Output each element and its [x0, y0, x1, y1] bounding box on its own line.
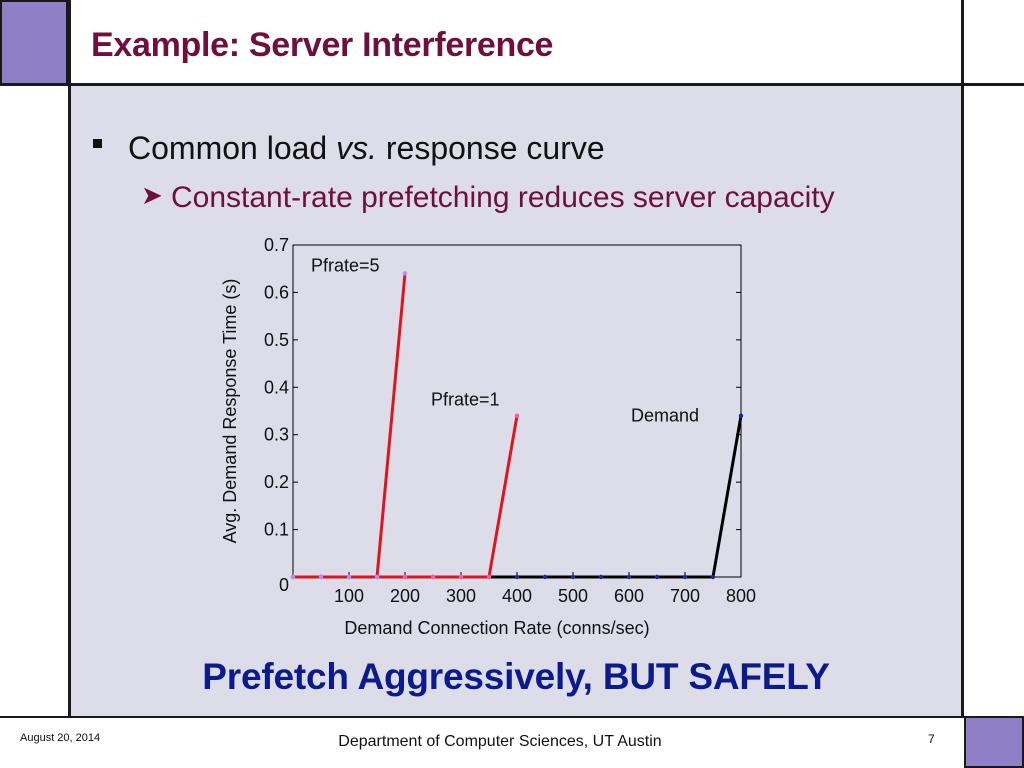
x-tick-label: 600 — [614, 586, 644, 606]
x-tick-label: 100 — [334, 586, 364, 606]
footer-date: August 20, 2014 — [20, 732, 101, 744]
data-point — [654, 574, 660, 580]
data-point — [458, 574, 464, 580]
bullet-text-italic: vs. — [336, 130, 377, 166]
data-point — [626, 574, 632, 580]
title-divider — [0, 83, 1024, 86]
footer-page-number: 7 — [928, 732, 935, 746]
data-point — [682, 574, 688, 580]
data-point — [318, 574, 324, 580]
tagline: Prefetch Aggressively, BUT SAFELY — [202, 656, 830, 697]
y-tick-label: 0.3 — [264, 425, 289, 445]
data-point — [710, 574, 716, 580]
data-point — [346, 574, 352, 580]
data-point — [542, 574, 548, 580]
series-label: Pfrate=1 — [431, 390, 500, 410]
series-label: Pfrate=5 — [311, 255, 380, 275]
data-point — [402, 271, 408, 276]
y-tick-label: 0.1 — [264, 520, 289, 540]
bullet-secondary-text: Constant-rate prefetching reduces server… — [171, 181, 835, 214]
chart-plot: 0 0.1 0.2 0.3 0.4 0.5 0.6 0.7 100 200 300 400 500 600… — [220, 235, 756, 638]
data-point — [598, 574, 604, 580]
series-line — [293, 415, 519, 579]
y-tick-label: 0.4 — [264, 377, 289, 397]
series-line — [293, 415, 743, 579]
footer-department: Department of Computer Sciences, UT Aust… — [338, 733, 662, 750]
y-tick-label: 0.2 — [264, 472, 289, 492]
series-line — [293, 273, 407, 579]
data-point — [290, 574, 296, 580]
data-point — [514, 574, 520, 580]
x-tick-label: 800 — [726, 586, 756, 606]
y-tick-label: 0.5 — [264, 330, 289, 350]
corner-block-top-left — [0, 0, 68, 86]
bullet-text-post: response curve — [376, 130, 605, 166]
slide-title: Example: Server Interference — [91, 26, 554, 64]
arrow-bullet-icon: ➤ — [141, 180, 163, 210]
data-point — [738, 413, 744, 418]
y-tick-label: 0 — [279, 575, 289, 595]
x-tick-label: 200 — [390, 586, 420, 606]
x-tick-label: 700 — [670, 586, 700, 606]
x-axis-label: Demand Connection Rate (conns/sec) — [344, 618, 649, 638]
data-point — [570, 574, 576, 580]
data-point — [514, 413, 520, 418]
data-point — [430, 574, 436, 580]
x-tick-label: 500 — [558, 586, 588, 606]
chart: 0 0.1 0.2 0.3 0.4 0.5 0.6 0.7 100 200 300 400 500 600… — [220, 235, 756, 638]
footer-divider — [0, 716, 1024, 718]
x-tick-label: 300 — [446, 586, 476, 606]
slide-content: Common load vs. response curve ➤ Constan… — [68, 86, 964, 716]
y-axis-label: Avg. Demand Response Time (s) — [220, 279, 240, 544]
y-tick-label: 0.6 — [264, 282, 289, 302]
x-tick-label: 400 — [502, 586, 532, 606]
data-point — [486, 574, 492, 580]
title-bar: Example: Server Interference — [68, 0, 964, 86]
series-label: Demand — [631, 406, 699, 426]
data-point — [402, 574, 408, 580]
bullet-text-pre: Common load — [128, 130, 337, 166]
y-tick-label: 0.7 — [264, 235, 289, 255]
square-bullet-icon — [93, 139, 102, 148]
data-point — [374, 574, 380, 580]
bullet-primary-text: Common load vs. response curve — [128, 130, 605, 167]
